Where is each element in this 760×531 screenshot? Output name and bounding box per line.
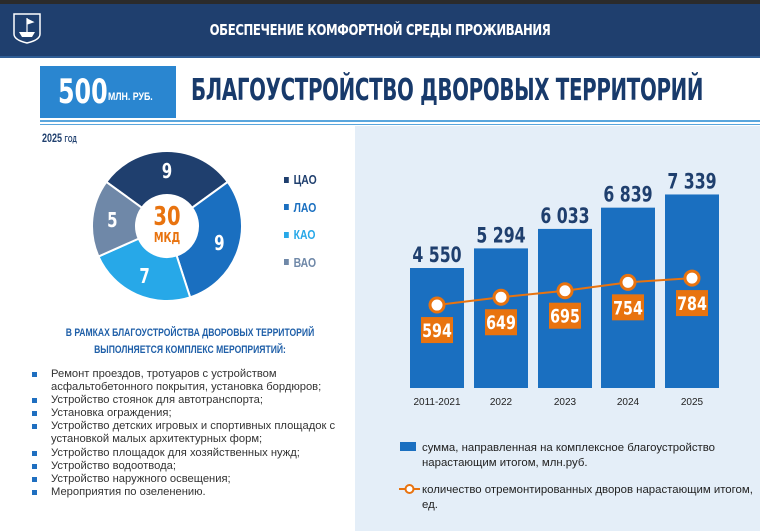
line-point — [619, 273, 637, 291]
line-value-label: 695 — [550, 305, 580, 328]
bar-value-label: 6 839 — [603, 184, 652, 208]
pie-slice-value: 7 — [139, 266, 149, 289]
year-value: 2025 — [42, 131, 63, 145]
line-value-label: 649 — [486, 311, 516, 334]
x-tick-label: 2011-2021 — [413, 397, 461, 408]
pie-slice-КАО — [97, 237, 192, 302]
pie-slice-ЛАО — [175, 180, 243, 299]
section-title: БЛАГОУСТРОЙСТВО ДВОРОВЫХ ТЕРРИТОРИЙ — [191, 73, 704, 108]
line-value-label: 754 — [613, 296, 643, 319]
line-point — [556, 282, 574, 300]
legend-bar-label: сумма, направленная на комплексное благо… — [422, 442, 716, 469]
list-item: Устройство наружного освещения; — [30, 473, 360, 486]
pie-center-label: МКД — [154, 230, 180, 246]
x-tick-label: 2022 — [489, 397, 513, 408]
x-tick-label: 2025 — [680, 397, 704, 408]
budget-box: 500 МЛН. РУБ. — [40, 66, 176, 118]
list-item: Устройство стоянок для автотранспорта; — [30, 394, 360, 407]
legend-line-label: количество отремонтированных дворов нара… — [422, 484, 753, 511]
line-value-label: 784 — [677, 292, 707, 315]
list-item: Устройство площадок для хозяйственных ну… — [30, 447, 360, 460]
pie-center-value: 30 — [153, 202, 180, 231]
legend-swatch — [284, 231, 289, 238]
year-unit: ГОД — [64, 135, 77, 144]
line-point — [683, 269, 701, 287]
legend-label: КАО — [293, 227, 316, 242]
pie-year-label: 2025 ГОД — [42, 131, 77, 145]
line-point — [492, 288, 510, 306]
legend-swatch — [284, 259, 289, 265]
line-value-box — [549, 302, 581, 329]
bar-value-label: 4 550 — [412, 244, 461, 268]
bar-value-label: 6 033 — [540, 205, 589, 229]
list-item: Устройство водоотвода; — [30, 460, 360, 473]
divider — [40, 120, 760, 122]
header-title: ОБЕСПЕЧЕНИЕ КОМФОРТНОЙ СРЕДЫ ПРОЖИВАНИЯ — [209, 21, 551, 39]
header: ОБЕСПЕЧЕНИЕ КОМФОРТНОЙ СРЕДЫ ПРОЖИВАНИЯ — [0, 4, 760, 58]
pie-legend-item: ВАО — [284, 255, 316, 270]
legend-swatch — [284, 204, 289, 210]
list-item: Устройство детских игровых и спортивных … — [30, 420, 360, 446]
top-strip — [0, 0, 760, 4]
pie-slice-value: 9 — [214, 233, 224, 256]
pie-slice-ЦАО — [104, 150, 230, 210]
line-value-box — [485, 309, 517, 336]
line-value-box — [612, 294, 644, 321]
pie-legend-item: КАО — [284, 227, 315, 242]
list-item: Установка ограждения; — [30, 407, 360, 420]
activities-list: Ремонт проездов, тротуаров с устройством… — [30, 368, 360, 499]
line-point — [428, 296, 446, 314]
pie-slice-value: 5 — [107, 210, 117, 233]
x-tick-label: 2023 — [553, 397, 577, 408]
line-value-box — [676, 290, 708, 317]
line-value-box — [421, 317, 453, 344]
budget-amount: 500 — [58, 72, 108, 112]
legend-label: ЛАО — [293, 199, 317, 215]
activities-heading: В РАМКАХ БЛАГОУСТРОЙСТВА ДВОРОВЫХ ТЕРРИТ… — [42, 325, 338, 359]
divider — [40, 124, 760, 125]
x-tick-label: 2024 — [616, 397, 640, 408]
activities-heading-line1: В РАМКАХ БЛАГОУСТРОЙСТВА ДВОРОВЫХ ТЕРРИТ… — [65, 327, 315, 339]
line-value-label: 594 — [422, 319, 452, 342]
legend-swatch — [284, 176, 289, 183]
list-item: Ремонт проездов, тротуаров с устройством… — [30, 368, 360, 394]
pie-legend-item: ЦАО — [284, 172, 317, 187]
bar-value-label: 5 294 — [476, 224, 525, 248]
bar-value-label: 7 339 — [667, 170, 716, 194]
activities-heading-line2: ВЫПОЛНЯЕТСЯ КОМПЛЕКС МЕРОПРИЯТИЙ: — [94, 344, 286, 356]
list-item: Мероприятия по озеленению. — [30, 486, 360, 499]
pie-legend-item: ЛАО — [284, 200, 316, 215]
pie-slice-ВАО — [91, 180, 144, 258]
legend-label: ВАО — [293, 254, 317, 270]
budget-unit: МЛН. РУБ. — [108, 91, 153, 103]
coat-of-arms-logo — [13, 13, 41, 44]
pie-slice-value: 9 — [162, 161, 172, 184]
legend-label: ЦАО — [293, 172, 317, 187]
